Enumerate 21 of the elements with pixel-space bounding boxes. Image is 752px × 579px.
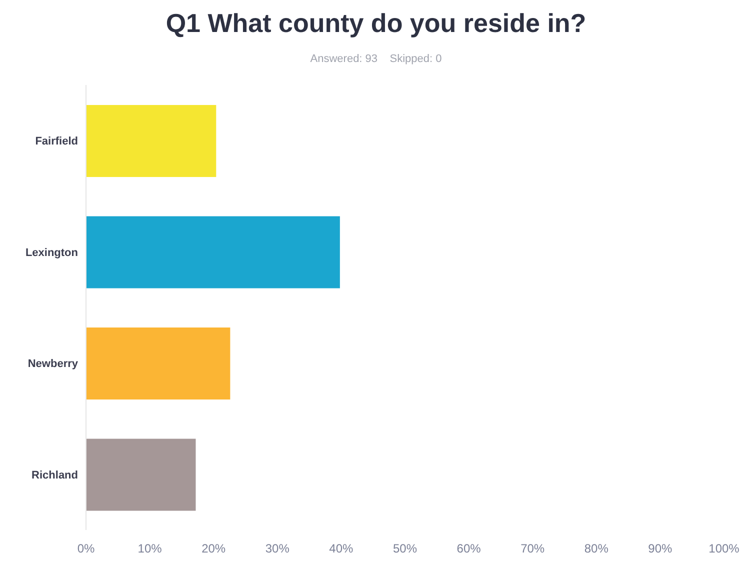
x-tick-label: 60% — [456, 542, 482, 556]
bar — [86, 328, 230, 400]
x-tick-label: 80% — [584, 542, 609, 556]
x-tick-label: 10% — [138, 542, 162, 556]
x-tick-label: 70% — [520, 542, 545, 556]
x-tick-label: 40% — [329, 542, 354, 556]
bar — [86, 438, 196, 511]
x-tick-label: 90% — [648, 542, 673, 556]
x-tick-label: 0% — [77, 542, 95, 556]
chart-subtitle: Answered: 93 Skipped: 0 — [309, 53, 443, 65]
chart-title: Q1 What county do you reside in? — [164, 8, 588, 39]
x-tick-label: 50% — [392, 542, 418, 556]
y-tick-label: Fairfield — [35, 136, 78, 148]
x-tick-label: 100% — [708, 542, 740, 556]
y-tick-label: Lexington — [25, 246, 78, 259]
y-tick-label: Richland — [32, 469, 78, 482]
bar — [86, 105, 216, 177]
bar — [86, 216, 340, 288]
x-tick-label: 30% — [265, 542, 290, 556]
x-tick-label: 20% — [202, 542, 226, 556]
y-tick-label: Newberry — [28, 358, 79, 370]
